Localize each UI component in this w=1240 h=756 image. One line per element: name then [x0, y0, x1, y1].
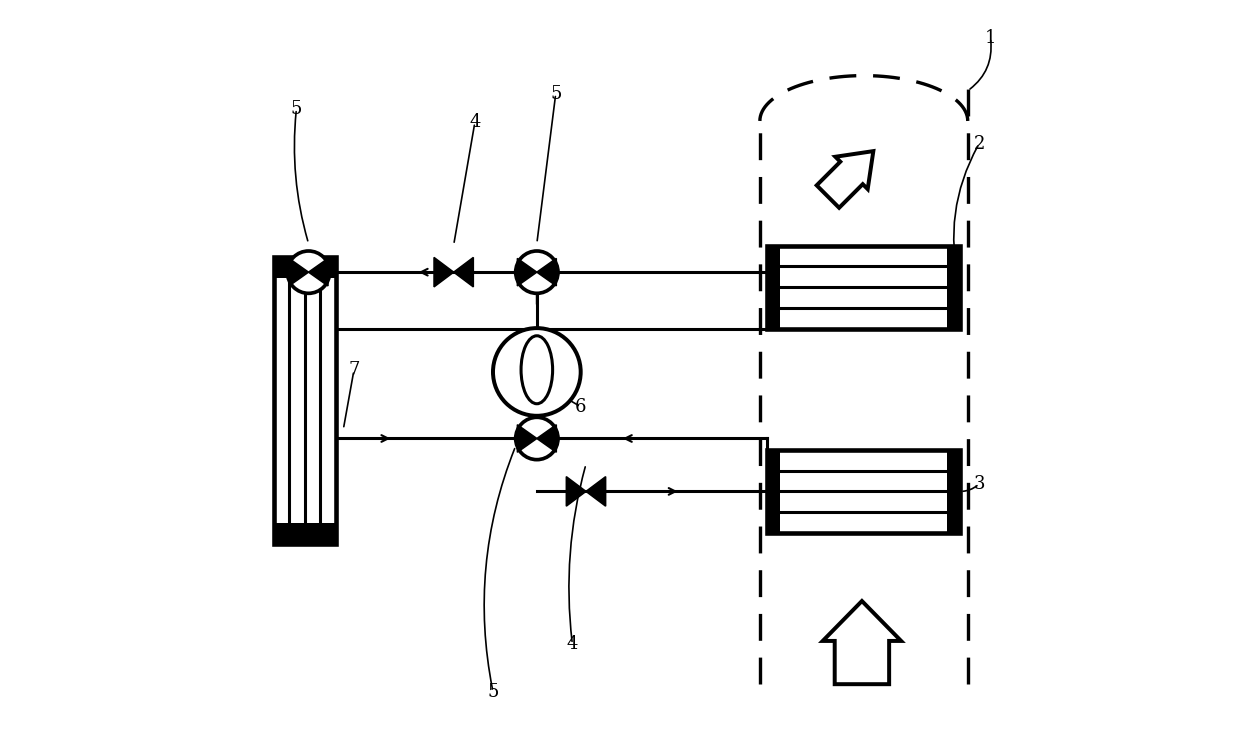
Circle shape: [516, 251, 558, 293]
Text: 6: 6: [575, 398, 587, 416]
Polygon shape: [289, 259, 309, 286]
Ellipse shape: [521, 336, 553, 404]
Text: 5: 5: [290, 100, 303, 118]
Polygon shape: [537, 425, 557, 452]
Text: 4: 4: [469, 113, 481, 132]
Text: 1: 1: [985, 29, 996, 47]
Text: 7: 7: [348, 361, 360, 380]
Text: 4: 4: [567, 635, 578, 653]
Polygon shape: [454, 257, 474, 287]
Text: 5: 5: [551, 85, 562, 103]
Polygon shape: [587, 477, 605, 507]
Polygon shape: [434, 257, 454, 287]
Bar: [947, 450, 960, 533]
Polygon shape: [309, 259, 329, 286]
Circle shape: [494, 328, 580, 416]
Bar: [947, 246, 960, 329]
Circle shape: [288, 251, 330, 293]
Bar: [274, 257, 336, 278]
Bar: [768, 246, 780, 329]
Polygon shape: [822, 601, 901, 684]
Polygon shape: [517, 259, 537, 286]
Polygon shape: [517, 425, 537, 452]
Circle shape: [516, 417, 558, 460]
Polygon shape: [817, 151, 873, 208]
Text: 5: 5: [487, 683, 498, 701]
Bar: [274, 523, 336, 544]
Text: 3: 3: [973, 475, 985, 493]
Bar: [768, 450, 780, 533]
Bar: [274, 257, 336, 544]
Bar: [768, 450, 960, 533]
Text: 2: 2: [973, 135, 985, 153]
Polygon shape: [567, 477, 587, 507]
Polygon shape: [537, 259, 557, 286]
Bar: [768, 246, 960, 329]
